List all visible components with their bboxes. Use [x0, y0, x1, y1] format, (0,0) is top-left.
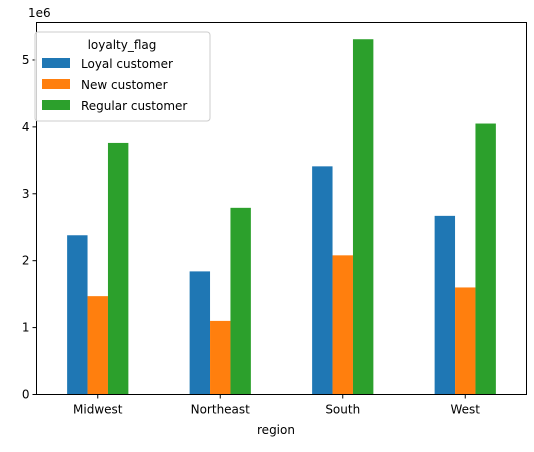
bar-south-new-customer [332, 255, 353, 395]
y-axis: 0 1 2 3 4 5 [22, 53, 37, 402]
y-tick-label: 5 [22, 53, 30, 67]
legend-title: loyalty_flag [88, 38, 157, 52]
x-tick-label: West [450, 403, 480, 417]
legend-swatch [42, 58, 70, 68]
y-tick-label: 3 [22, 187, 30, 201]
legend: loyalty_flag Loyal customer New customer R… [34, 31, 211, 122]
bar-northeast-regular-customer [230, 207, 251, 395]
x-tick-label: Northeast [191, 403, 251, 417]
x-tick-label: South [325, 403, 360, 417]
bar-south-regular-customer [352, 39, 374, 395]
bars-group [67, 39, 496, 395]
y-offset-label: 1e6 [28, 6, 51, 20]
legend-box [34, 31, 211, 122]
bar-northeast-new-customer [210, 320, 231, 395]
y-tick-label: 0 [22, 388, 30, 402]
plot-frame [36, 22, 527, 395]
x-tick-label: Midwest [73, 403, 123, 417]
bar-west-regular-customer [475, 123, 496, 395]
legend-label: Loyal customer [81, 57, 173, 71]
legend-swatch [42, 79, 70, 89]
legend-swatch [42, 100, 70, 110]
y-tick-label: 2 [22, 254, 30, 268]
bar-midwest-loyal-customer [67, 235, 88, 395]
bar-south-loyal-customer [312, 166, 333, 395]
bar-west-loyal-customer [434, 215, 456, 395]
x-axis: Midwest Northeast South West [73, 394, 480, 417]
legend-label: Regular customer [81, 99, 187, 113]
y-tick-label: 4 [22, 120, 30, 134]
bar-midwest-regular-customer [107, 142, 129, 395]
bar-northeast-loyal-customer [189, 271, 211, 395]
bar-midwest-new-customer [87, 296, 108, 395]
bar-west-new-customer [455, 287, 476, 395]
x-axis-label: region [257, 423, 295, 437]
legend-label: New customer [81, 78, 168, 92]
y-tick-label: 1 [22, 321, 30, 335]
